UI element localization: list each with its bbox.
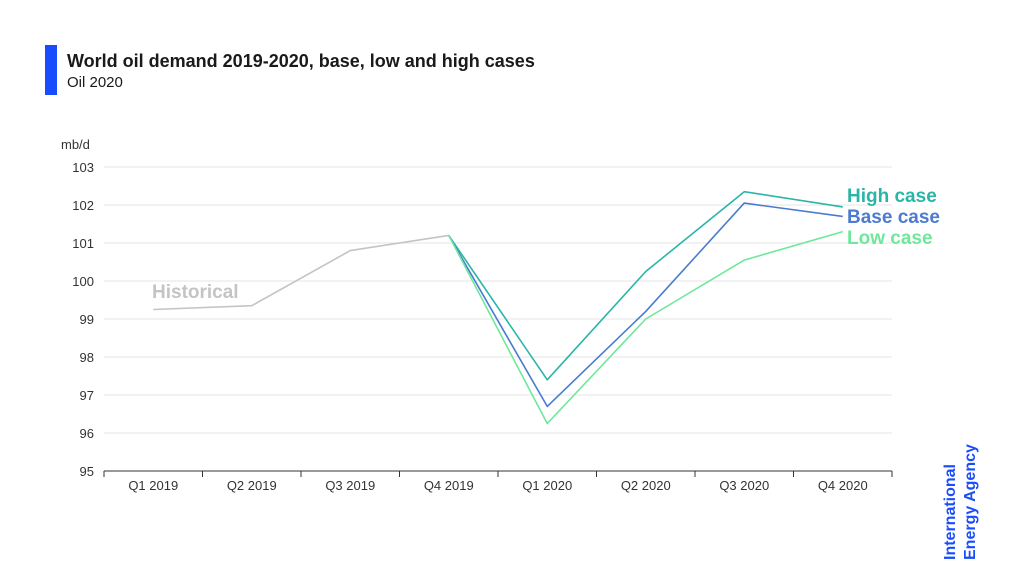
x-tick-label: Q4 2020 xyxy=(818,478,868,493)
series-line-low xyxy=(448,230,843,425)
x-tick-label: Q1 2020 xyxy=(522,478,572,493)
x-tick-label: Q4 2019 xyxy=(424,478,474,493)
x-tick-label: Q3 2019 xyxy=(325,478,375,493)
y-tick-label: 96 xyxy=(80,426,94,441)
accent-bar xyxy=(45,45,57,95)
y-tick-label: 99 xyxy=(80,312,94,327)
y-tick-label: 97 xyxy=(80,388,94,403)
logo-line-1: International xyxy=(942,463,959,560)
y-tick-label: 102 xyxy=(72,198,94,213)
x-tick-label: Q2 2020 xyxy=(621,478,671,493)
y-tick-label: 101 xyxy=(72,236,94,251)
series-label-historical: Historical xyxy=(152,282,239,303)
iea-logo: International Energy Agency xyxy=(941,395,989,560)
series-line-high xyxy=(448,190,843,381)
y-tick-label: 103 xyxy=(72,160,94,175)
y-axis-label: mb/d xyxy=(61,137,90,152)
series-label-base: Base case xyxy=(847,207,940,228)
axes: 95 96 97 98 99 100 101 102 103 mb/d Q1 2019 Q2 2019… xyxy=(61,137,893,493)
series-line-base xyxy=(448,202,843,408)
series-label-high: High case xyxy=(847,186,937,207)
logo-line-2: Energy Agency xyxy=(962,444,979,560)
series-line-historical xyxy=(153,234,449,311)
chart-subtitle: Oil 2020 xyxy=(67,74,123,91)
chart-title: World oil demand 2019-2020, base, low an… xyxy=(67,51,535,71)
x-tick-label: Q1 2019 xyxy=(128,478,178,493)
series-label-low: Low case xyxy=(847,228,933,249)
y-tick-label: 100 xyxy=(72,274,94,289)
x-tick-label: Q2 2019 xyxy=(227,478,277,493)
y-tick-label: 98 xyxy=(80,350,94,365)
gridlines xyxy=(104,166,892,434)
series-lines xyxy=(153,190,843,425)
y-tick-label: 95 xyxy=(80,464,94,479)
x-tick-label: Q3 2020 xyxy=(719,478,769,493)
